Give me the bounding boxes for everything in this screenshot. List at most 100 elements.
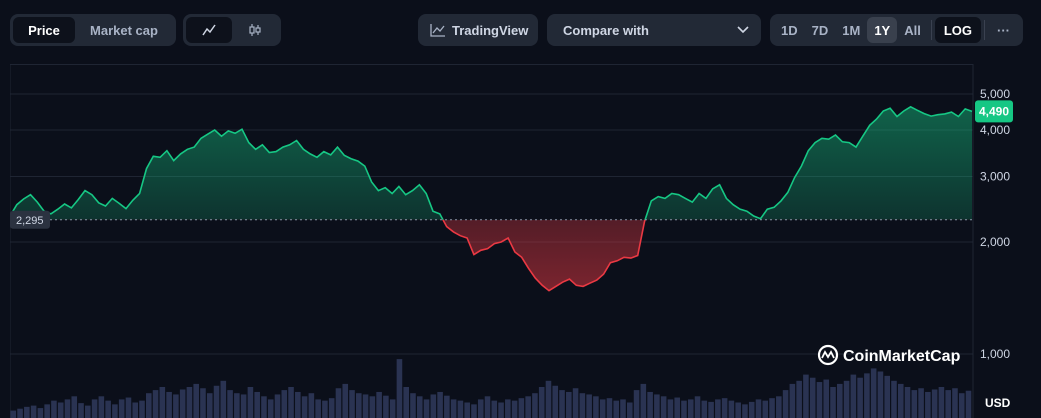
line-chart-button[interactable] xyxy=(186,17,232,43)
volume-bar xyxy=(626,402,633,418)
baseline-value: 2,295 xyxy=(16,215,44,227)
volume-bar xyxy=(423,399,430,418)
volume-bar xyxy=(444,395,450,418)
y-tick-label: 5,000 xyxy=(980,87,1010,101)
volume-bar xyxy=(200,388,206,418)
volume-bar xyxy=(742,404,748,418)
volume-bar xyxy=(925,391,931,418)
volume-bar xyxy=(870,368,877,418)
volume-bar xyxy=(64,399,71,418)
area-above-baseline xyxy=(10,106,972,220)
price-tab[interactable]: Price xyxy=(13,17,75,43)
volume-bar xyxy=(322,400,328,418)
volume-bar xyxy=(247,387,254,418)
candlestick-button[interactable] xyxy=(232,17,278,43)
range-7d-button[interactable]: 7D xyxy=(811,22,829,38)
price-badges: 2,295 4,490 xyxy=(10,100,1013,229)
volume-bar xyxy=(410,393,416,418)
volume-bar xyxy=(457,400,464,418)
volume-bar xyxy=(328,398,335,418)
price-line xyxy=(10,105,973,292)
volume-bar xyxy=(667,399,674,418)
price-area xyxy=(10,106,972,291)
volume-bar xyxy=(864,373,870,418)
current-price-badge-bg xyxy=(975,100,1013,123)
volume-bar xyxy=(579,393,586,418)
range-1y-button[interactable]: 1Y xyxy=(867,17,898,43)
volume-bar xyxy=(254,391,260,418)
volume-bar xyxy=(782,390,789,418)
volume-bar xyxy=(30,405,37,418)
volume-bar xyxy=(261,396,267,418)
volume-bar xyxy=(735,402,741,418)
current-price-badge: 4,490 xyxy=(975,100,1013,123)
time-range-toggle: 1D 7D 1M 1Y All LOG ··· xyxy=(770,14,1024,46)
volume-bar xyxy=(620,399,626,418)
volume-bar xyxy=(958,393,965,418)
volume-bar xyxy=(213,385,220,418)
candlestick-icon xyxy=(249,24,261,36)
market-cap-tab[interactable]: Market cap xyxy=(90,22,158,38)
volume-bar xyxy=(403,387,410,418)
volume-bar xyxy=(85,405,91,418)
volume-bar xyxy=(647,391,653,418)
coinmarketcap-logo-icon xyxy=(817,344,839,366)
volume-bar xyxy=(687,399,694,418)
volume-bar xyxy=(586,394,592,418)
volume-bar xyxy=(599,399,606,418)
compare-with-dropdown[interactable]: Compare with xyxy=(547,14,761,46)
volume-bar xyxy=(593,396,599,418)
range-1m-button[interactable]: 1M xyxy=(842,22,861,38)
volume-bar xyxy=(179,389,186,418)
volume-bar xyxy=(267,399,274,418)
volume-bar xyxy=(566,391,572,418)
volume-bar xyxy=(816,382,823,418)
volume-bar xyxy=(450,399,457,418)
volume-bar xyxy=(721,398,728,418)
area-below-baseline xyxy=(10,219,972,291)
volume-bar xyxy=(10,410,17,418)
price-chart[interactable]: 5,000 4,000 3,000 2,000 1,000 USD 2,295 4,490 … xyxy=(9,64,1041,418)
volume-bar xyxy=(897,383,904,418)
volume-bar xyxy=(952,388,958,418)
volume-bar xyxy=(152,390,159,418)
volume-bar xyxy=(525,396,531,418)
volume-bar xyxy=(105,400,111,418)
volume-bar xyxy=(193,383,199,418)
volume-bar xyxy=(369,396,376,418)
tradingview-button[interactable]: TradingView xyxy=(418,14,538,46)
volume-bar xyxy=(227,390,233,418)
volume-bar xyxy=(715,399,721,418)
log-scale-toggle[interactable]: LOG xyxy=(934,17,982,43)
divider xyxy=(984,20,986,40)
volume-bar xyxy=(274,394,281,418)
line-chart-icon xyxy=(202,24,216,36)
range-all-button[interactable]: All xyxy=(904,22,921,38)
volume-bar xyxy=(166,391,172,418)
volume-bar xyxy=(755,399,762,418)
volume-bar xyxy=(694,396,701,418)
volume-bar xyxy=(904,387,911,418)
volume-bar xyxy=(654,394,660,418)
more-options-button[interactable]: ··· xyxy=(988,17,1019,43)
volume-bar xyxy=(288,387,294,418)
volume-bar xyxy=(796,380,802,418)
volume-bar xyxy=(532,393,538,418)
volume-bar xyxy=(383,395,389,418)
volume-bar xyxy=(139,400,145,418)
volume-bar xyxy=(918,388,924,418)
volume-bar xyxy=(857,377,863,418)
volume-bar xyxy=(843,380,850,418)
coinmarketcap-watermark: CoinMarketCap xyxy=(817,344,961,366)
volume-bar xyxy=(145,393,152,418)
volume-bar xyxy=(362,394,369,418)
volume-bar xyxy=(91,399,98,418)
volume-bar xyxy=(769,398,775,418)
volume-bar xyxy=(823,379,830,418)
y-tick-label: 3,000 xyxy=(980,170,1010,184)
current-price-value: 4,490 xyxy=(979,104,1009,118)
volume-bar xyxy=(356,393,362,418)
volume-bar xyxy=(660,396,667,418)
range-1d-button[interactable]: 1D xyxy=(781,22,798,38)
